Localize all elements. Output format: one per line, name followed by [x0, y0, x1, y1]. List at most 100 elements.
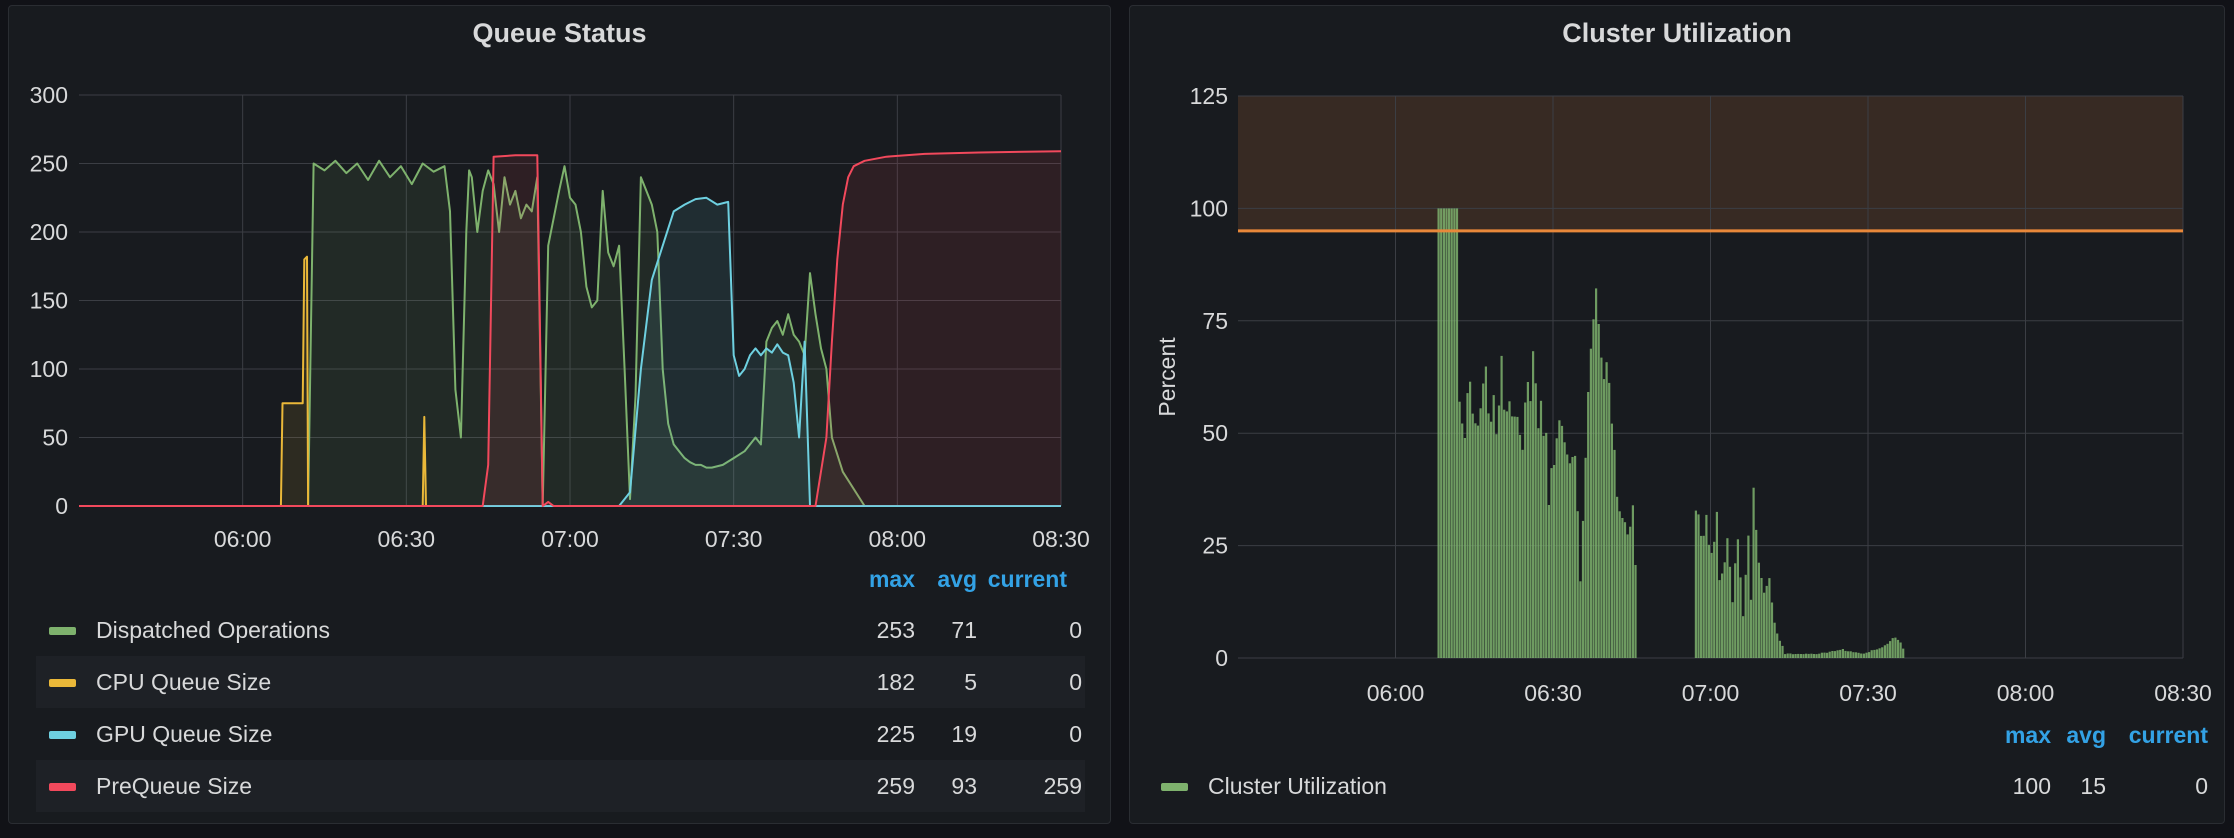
y-tick-label: 0	[55, 493, 68, 519]
utilization-bar	[1902, 648, 1905, 658]
utilization-bar	[1500, 355, 1503, 658]
utilization-bar	[1597, 324, 1600, 658]
utilization-bar	[1828, 651, 1831, 658]
legend-col-current[interactable]: current	[987, 566, 1067, 592]
utilization-bar	[1815, 654, 1818, 658]
x-tick-label: 06:00	[1367, 680, 1425, 706]
legend-row-gpu-queue-size[interactable]: GPU Queue Size 225 19 0	[36, 708, 1085, 760]
legend-row-prequeue-size[interactable]: PreQueue Size 259 93 259	[36, 760, 1085, 812]
utilization-bar	[1595, 288, 1598, 658]
legend-row-cluster-utilization[interactable]: Cluster Utilization 100 15 0	[1148, 760, 2214, 812]
legend-row-cpu-queue-size[interactable]: CPU Queue Size 182 5 0	[36, 656, 1085, 708]
legend-col-current[interactable]: current	[2128, 722, 2208, 748]
utilization-bar	[1466, 393, 1469, 658]
utilization-bar	[1784, 654, 1787, 658]
legend-col-max[interactable]: max	[2004, 722, 2051, 748]
x-tick-label: 08:00	[869, 526, 927, 552]
utilization-bar	[1894, 637, 1897, 658]
legend-value-current: 0	[1069, 617, 1082, 643]
cluster-utilization-chart: 0 25 50 75 100 125 06:00 06:30 07:00 07:30 08:00 08…	[1154, 83, 2212, 706]
utilization-bar	[1450, 208, 1453, 658]
utilization-bar	[1812, 654, 1816, 658]
y-tick-label: 50	[1202, 420, 1228, 446]
utilization-bar	[1605, 362, 1608, 658]
utilization-bar	[1889, 641, 1892, 658]
utilization-bar	[1868, 652, 1871, 658]
utilization-bar	[1854, 652, 1858, 658]
utilization-bar	[1461, 423, 1464, 658]
utilization-bar	[1802, 654, 1805, 658]
utilization-bar	[1608, 382, 1611, 658]
utilization-bar	[1831, 651, 1834, 658]
x-tick-label: 08:30	[1032, 526, 1090, 552]
utilization-bar	[1768, 578, 1771, 658]
utilization-bar	[1718, 580, 1721, 658]
utilization-bar	[1721, 573, 1724, 658]
utilization-bar	[1694, 510, 1697, 658]
y-tick-label: 100	[1190, 195, 1228, 221]
utilization-bar	[1442, 208, 1445, 658]
utilization-bar	[1529, 401, 1532, 658]
utilization-bar	[1849, 651, 1852, 658]
utilization-bar	[1697, 514, 1700, 658]
y-tick-label: 300	[30, 82, 68, 108]
utilization-bar	[1495, 434, 1498, 658]
utilization-bar	[1752, 487, 1755, 658]
utilization-bar	[1857, 652, 1860, 658]
utilization-bar	[1870, 650, 1873, 658]
utilization-bar	[1823, 652, 1826, 658]
legend-row-dispatched-operations[interactable]: Dispatched Operations 253 71 0	[36, 604, 1085, 656]
utilization-bar	[1797, 653, 1800, 658]
utilization-bar	[1555, 438, 1558, 658]
utilization-bar	[1881, 647, 1884, 658]
utilization-bar	[1836, 650, 1839, 658]
y-tick-label: 150	[30, 288, 68, 314]
legend-value-max: 182	[876, 669, 915, 695]
utilization-bar	[1702, 535, 1705, 658]
y-tick-label: 125	[1190, 83, 1228, 109]
utilization-bar	[1437, 208, 1440, 658]
legend-value-max: 100	[2012, 773, 2051, 799]
utilization-bar	[1700, 535, 1703, 658]
utilization-bar	[1715, 511, 1718, 658]
y-tick-label: 100	[30, 356, 68, 382]
utilization-bar	[1841, 649, 1844, 658]
utilization-bar	[1791, 654, 1795, 658]
utilization-bar	[1532, 351, 1535, 658]
x-tick-label: 06:00	[214, 526, 272, 552]
utilization-bar	[1883, 645, 1886, 658]
queue-panel-title[interactable]: Queue Status	[472, 18, 647, 48]
utilization-bar	[1742, 616, 1745, 658]
utilization-bar	[1839, 649, 1842, 658]
utilization-bar	[1471, 413, 1474, 658]
cluster-panel-title[interactable]: Cluster Utilization	[1562, 18, 1792, 48]
legend-value-max: 253	[876, 617, 915, 643]
utilization-bar	[1474, 423, 1477, 658]
legend-col-max[interactable]: max	[868, 566, 915, 592]
series-line-gpu-queue-size	[79, 196, 1061, 507]
legend-value-avg: 19	[951, 721, 977, 747]
utilization-bar	[1789, 653, 1792, 658]
utilization-bar	[1526, 382, 1529, 658]
utilization-bar	[1613, 449, 1616, 658]
utilization-bar	[1794, 654, 1797, 658]
utilization-bar	[1763, 592, 1766, 658]
legend-col-avg[interactable]: avg	[937, 566, 977, 592]
utilization-bar	[1518, 434, 1522, 658]
utilization-bar	[1445, 208, 1448, 658]
legend-col-avg[interactable]: avg	[2066, 722, 2106, 748]
legend-swatch	[1161, 783, 1188, 791]
utilization-bar	[1440, 208, 1443, 658]
utilization-bar	[1634, 565, 1637, 658]
utilization-bar	[1497, 405, 1501, 658]
utilization-bar	[1778, 640, 1781, 658]
utilization-bar	[1726, 538, 1729, 658]
utilization-bar	[1587, 392, 1590, 658]
utilization-bar	[1571, 457, 1574, 658]
legend-series-name: CPU Queue Size	[96, 669, 272, 695]
utilization-bar	[1516, 416, 1519, 658]
utilization-bar	[1820, 652, 1823, 658]
utilization-bar	[1455, 208, 1459, 658]
utilization-bar	[1511, 416, 1514, 658]
utilization-bar	[1807, 653, 1810, 658]
